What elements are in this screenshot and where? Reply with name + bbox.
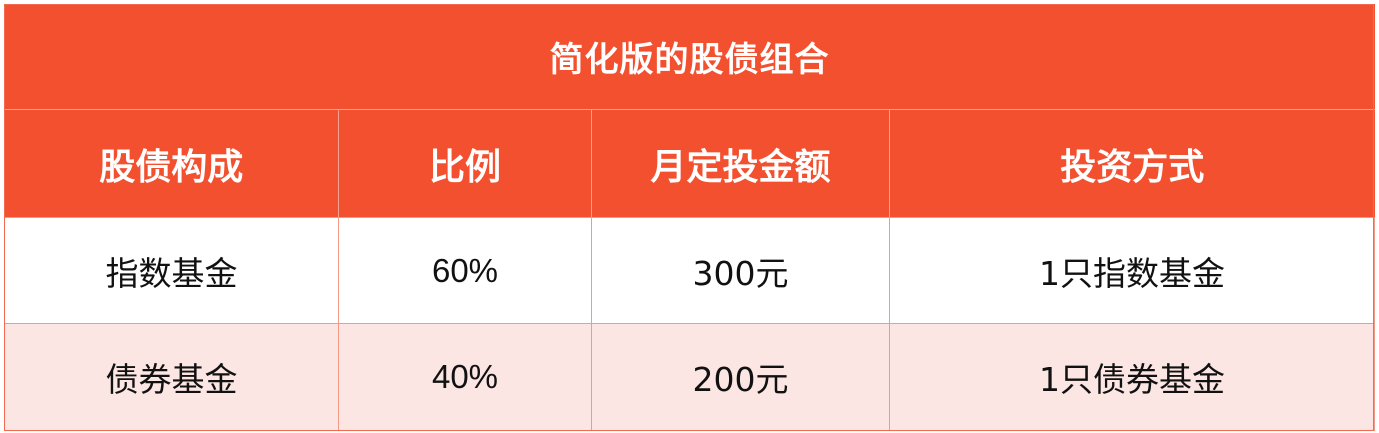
cell-composition: 债券基金 bbox=[4, 323, 339, 431]
header-composition: 股债构成 bbox=[4, 109, 339, 218]
table-row: 指数基金 60% 300元 1只指数基金 bbox=[4, 216, 1375, 325]
cell-investment-method: 1只债券基金 bbox=[889, 323, 1375, 431]
portfolio-table-container: 简化版的股债组合 股债构成 比例 月定投金额 投资方式 指数基金 60% 300… bbox=[4, 4, 1375, 431]
table-title: 简化版的股债组合 bbox=[4, 4, 1375, 110]
cell-monthly-amount: 200元 bbox=[591, 323, 890, 431]
cell-ratio: 60% bbox=[338, 216, 592, 325]
cell-composition: 指数基金 bbox=[4, 216, 339, 325]
header-investment-method: 投资方式 bbox=[889, 109, 1375, 218]
cell-ratio: 40% bbox=[338, 323, 592, 431]
table-header-row: 股债构成 比例 月定投金额 投资方式 bbox=[4, 109, 1375, 218]
cell-monthly-amount: 300元 bbox=[591, 216, 890, 325]
table-row: 债券基金 40% 200元 1只债券基金 bbox=[4, 323, 1375, 431]
table-title-row: 简化版的股债组合 bbox=[4, 4, 1375, 110]
portfolio-table: 简化版的股债组合 股债构成 比例 月定投金额 投资方式 指数基金 60% 300… bbox=[4, 4, 1375, 431]
cell-investment-method: 1只指数基金 bbox=[889, 216, 1375, 325]
header-ratio: 比例 bbox=[338, 109, 592, 218]
header-monthly-amount: 月定投金额 bbox=[591, 109, 890, 218]
